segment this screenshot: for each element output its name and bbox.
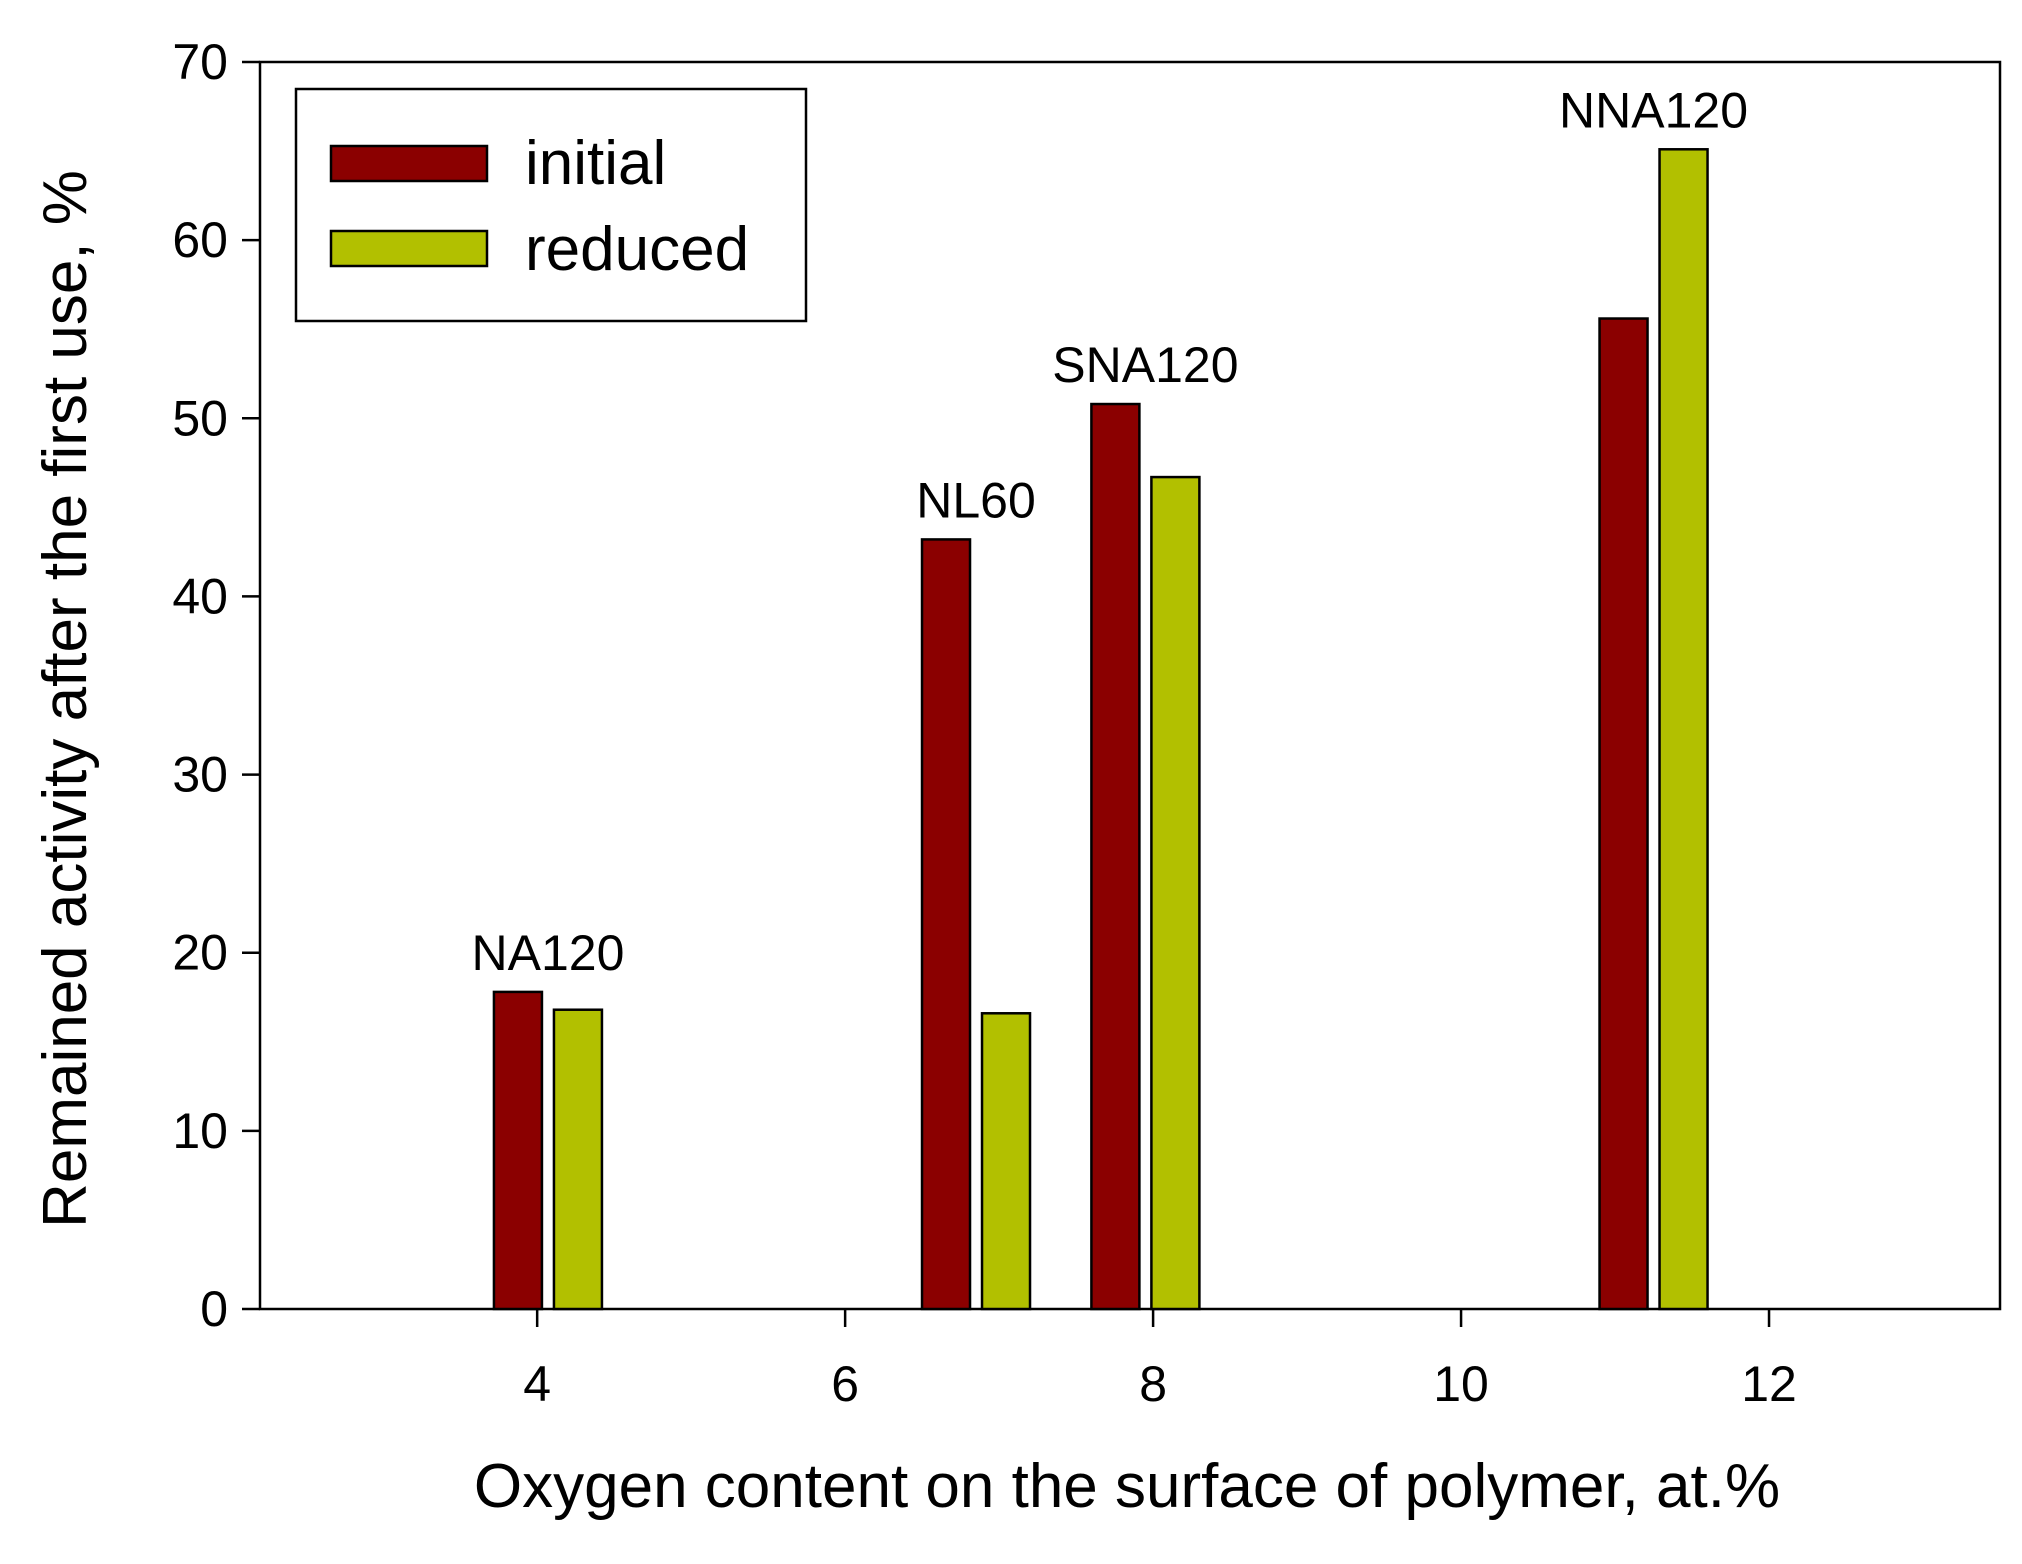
bar-initial-nl60 bbox=[920, 538, 972, 1311]
axes: 0 10 20 30 40 50 60 70 4 6 8 10 12 bbox=[172, 34, 1796, 1412]
y-tick-label: 30 bbox=[172, 747, 228, 803]
bar-reduced-nna120 bbox=[1658, 148, 1709, 1311]
bar-reduced-nl60 bbox=[980, 1012, 1032, 1311]
y-tick-label: 50 bbox=[172, 390, 228, 446]
y-tick-label: 0 bbox=[200, 1281, 228, 1337]
y-tick-label: 40 bbox=[172, 568, 228, 624]
group-label-nna120: NNA120 bbox=[1559, 82, 1748, 138]
bar-initial-na120 bbox=[492, 990, 544, 1311]
legend-swatch-reduced bbox=[329, 229, 489, 268]
x-tick-label: 6 bbox=[831, 1356, 859, 1412]
legend-swatch-initial bbox=[329, 144, 489, 183]
y-tick-label: 60 bbox=[172, 212, 228, 268]
bar-reduced-sna120 bbox=[1150, 475, 1201, 1311]
y-axis-title: Remained activity after the first use, % bbox=[31, 170, 100, 1228]
legend: initial reduced bbox=[294, 87, 808, 323]
group-label-nl60: NL60 bbox=[916, 472, 1036, 528]
bar-initial-sna120 bbox=[1090, 402, 1141, 1311]
x-tick-label: 10 bbox=[1433, 1356, 1489, 1412]
bar-initial-nna120 bbox=[1598, 317, 1649, 1311]
y-tick-label: 20 bbox=[172, 925, 228, 981]
group-label-sna120: SNA120 bbox=[1052, 337, 1238, 393]
legend-label-reduced: reduced bbox=[525, 215, 749, 284]
legend-box bbox=[294, 87, 808, 323]
x-tick-label: 12 bbox=[1741, 1356, 1797, 1412]
group-labels: NA120 NL60 SNA120 NNA120 bbox=[472, 82, 1749, 981]
x-axis-title: Oxygen content on the surface of polymer… bbox=[474, 1452, 1780, 1521]
legend-label-initial: initial bbox=[525, 129, 666, 198]
bars bbox=[492, 148, 1709, 1311]
x-tick-label: 8 bbox=[1139, 1356, 1167, 1412]
x-tick-label: 4 bbox=[523, 1356, 551, 1412]
y-tick-label: 70 bbox=[172, 34, 228, 90]
bar-reduced-na120 bbox=[552, 1008, 604, 1311]
group-label-na120: NA120 bbox=[472, 925, 625, 981]
y-tick-label: 10 bbox=[172, 1103, 228, 1159]
